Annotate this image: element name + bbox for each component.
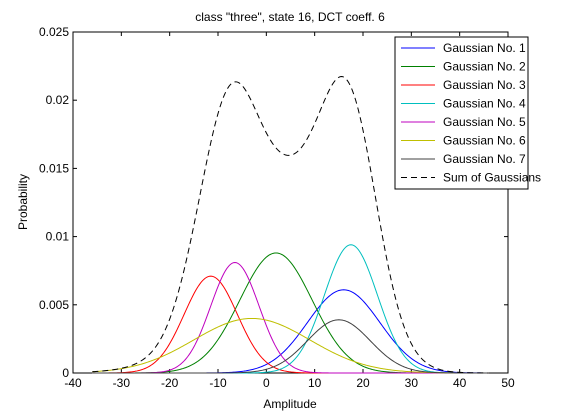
y-axis-title: Probability	[16, 174, 30, 230]
x-tick-label: -40	[64, 376, 82, 390]
series-line-5	[92, 262, 489, 374]
legend-label-6: Gaussian No. 6	[443, 134, 526, 148]
legend-label-5: Gaussian No. 5	[443, 115, 526, 129]
chart-title: class "three", state 16, DCT coeff. 6	[195, 10, 385, 24]
x-tick-label: -10	[209, 376, 227, 390]
legend-label-3: Gaussian No. 3	[443, 78, 526, 92]
x-tick-label: 30	[405, 376, 419, 390]
y-tick-label: 0.015	[39, 161, 69, 175]
x-tick-label: 40	[453, 376, 467, 390]
series-line-8	[92, 76, 489, 374]
y-tick-label: 0.005	[39, 298, 69, 312]
axis-ticks: -40 -30 -20 -10 0 10 20 30 40 50 0 0.005 0.01 0.015 0.…	[39, 25, 515, 390]
legend-label-4: Gaussian No. 4	[443, 97, 526, 111]
y-tick-label: 0.02	[46, 93, 70, 107]
x-tick-label: 50	[501, 376, 515, 390]
series-line-6	[92, 317, 489, 374]
legend-label-8: Sum of Gaussians	[443, 171, 541, 185]
legend-label-7: Gaussian No. 7	[443, 152, 526, 166]
x-tick-label: -20	[161, 376, 179, 390]
y-tick-label: 0.025	[39, 25, 69, 39]
x-tick-label: 0	[263, 376, 270, 390]
legend-label-1: Gaussian No. 1	[443, 41, 526, 55]
legend-label-2: Gaussian No. 2	[443, 60, 526, 74]
x-axis-title: Amplitude	[263, 397, 317, 411]
legend: Gaussian No. 1 Gaussian No. 2 Gaussian No.…	[394, 36, 541, 190]
x-tick-label: 20	[356, 376, 370, 390]
y-tick-label: 0	[62, 366, 69, 380]
legend-box	[394, 36, 529, 190]
series-curves	[92, 76, 489, 374]
series-line-7	[92, 319, 489, 374]
y-tick-label: 0.01	[46, 230, 70, 244]
x-tick-label: 10	[308, 376, 322, 390]
x-tick-label: -30	[113, 376, 131, 390]
